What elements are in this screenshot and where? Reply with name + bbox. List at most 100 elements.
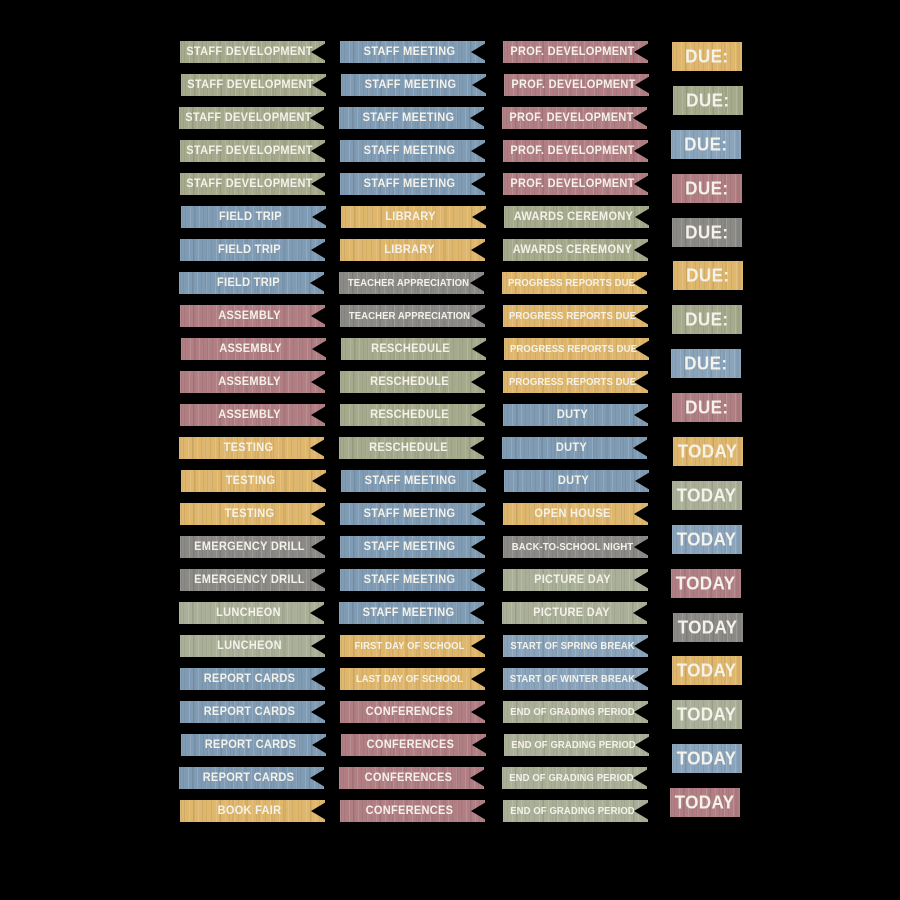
- sticker-flag: FIELD TRIP: [181, 206, 326, 228]
- sticker-flag: START OF WINTER BREAK: [503, 668, 648, 690]
- sticker-label: DUE:: [684, 352, 728, 374]
- sticker-flag: LIBRARY: [341, 206, 486, 228]
- sticker-label: AWARDS CEREMONY: [512, 243, 633, 257]
- sticker-tag: TODAY: [673, 437, 743, 467]
- sticker-flag: ASSEMBLY: [180, 305, 325, 327]
- sticker-flag: STAFF DEVELOPMENT: [180, 41, 325, 63]
- sticker-flag: PROF. DEVELOPMENT: [504, 74, 649, 96]
- sticker-label: END OF GRADING PERIOD: [510, 805, 635, 817]
- sticker-label: FIELD TRIP: [218, 243, 281, 257]
- sticker-tag: TODAY: [671, 568, 741, 598]
- sticker-label: RESCHEDULE: [370, 375, 449, 389]
- sticker-label: PROGRESS REPORTS DUE: [508, 376, 637, 388]
- sticker-label: STAFF MEETING: [363, 573, 456, 587]
- sticker-tag: TODAY: [670, 788, 740, 818]
- sticker-label: STAFF DEVELOPMENT: [186, 45, 313, 59]
- sticker-label: TODAY: [677, 484, 737, 506]
- sticker-label: RESCHEDULE: [371, 342, 450, 356]
- sticker-flag: RESCHEDULE: [340, 371, 485, 393]
- sticker-label: DUE:: [686, 89, 730, 111]
- sticker-label: PROF. DEVELOPMENT: [510, 144, 635, 158]
- sticker-column-1: STAFF DEVELOPMENT STAFF DEVELOPMENT STAFF …: [180, 41, 325, 822]
- sticker-label: STAFF DEVELOPMENT: [187, 78, 314, 92]
- sticker-column-2: STAFF MEETING STAFF MEETING STAFF MEETING S…: [340, 41, 485, 822]
- sticker-label: DUTY: [556, 408, 589, 422]
- sticker-flag: STAFF MEETING: [340, 503, 485, 525]
- sticker-flag: PROF. DEVELOPMENT: [503, 173, 648, 195]
- sticker-flag: OPEN HOUSE: [503, 503, 648, 525]
- sticker-label: PROGRESS REPORTS DUE: [508, 310, 637, 322]
- sticker-label: PICTURE DAY: [533, 606, 610, 620]
- sticker-label: TODAY: [678, 616, 738, 638]
- sticker-flag: STAFF MEETING: [340, 569, 485, 591]
- sticker-label: BACK-TO-SCHOOL NIGHT: [511, 541, 634, 553]
- sticker-label: ASSEMBLY: [218, 375, 281, 389]
- sticker-flag: PROGRESS REPORTS DUE: [503, 305, 648, 327]
- sticker-flag: AWARDS CEREMONY: [504, 206, 649, 228]
- sticker-label: STAFF MEETING: [364, 78, 457, 92]
- sticker-label: LUNCHEON: [216, 606, 281, 620]
- sticker-label: PROF. DEVELOPMENT: [509, 111, 634, 125]
- sticker-flag: LUNCHEON: [179, 602, 324, 624]
- sticker-flag: TESTING: [180, 503, 325, 525]
- sticker-label: ASSEMBLY: [218, 408, 281, 422]
- sticker-flag: END OF GRADING PERIOD: [502, 767, 647, 789]
- sticker-label: PROF. DEVELOPMENT: [510, 45, 635, 59]
- sticker-flag: EMERGENCY DRILL: [180, 536, 325, 558]
- sticker-flag: START OF SPRING BREAK: [503, 635, 648, 657]
- sticker-label: ASSEMBLY: [218, 309, 281, 323]
- sticker-flag: END OF GRADING PERIOD: [503, 800, 648, 822]
- sticker-flag: STAFF DEVELOPMENT: [180, 140, 325, 162]
- sticker-tag: TODAY: [672, 480, 742, 510]
- sticker-flag: FIRST DAY OF SCHOOL: [340, 635, 485, 657]
- sticker-tag: DUE:: [671, 349, 741, 379]
- sticker-tag: DUE:: [672, 393, 742, 423]
- sticker-flag: REPORT CARDS: [180, 668, 325, 690]
- sticker-flag: EMERGENCY DRILL: [180, 569, 325, 591]
- sticker-label: DUE:: [685, 45, 729, 67]
- sticker-flag: BACK-TO-SCHOOL NIGHT: [503, 536, 648, 558]
- sticker-tag: DUE:: [672, 217, 742, 247]
- sticker-flag: DUTY: [504, 470, 649, 492]
- sticker-label: TEACHER APPRECIATION: [348, 310, 471, 322]
- sticker-label: DUTY: [557, 474, 590, 488]
- sticker-flag: RESCHEDULE: [339, 437, 484, 459]
- sticker-flag: STAFF DEVELOPMENT: [181, 74, 326, 96]
- sticker-flag: PROGRESS REPORTS DUE: [504, 338, 649, 360]
- sticker-label: START OF WINTER BREAK: [509, 673, 636, 685]
- sticker-tag: TODAY: [673, 612, 743, 642]
- sticker-label: CONFERENCES: [365, 705, 454, 719]
- sticker-label: END OF GRADING PERIOD: [511, 739, 636, 751]
- sticker-flag: PROF. DEVELOPMENT: [503, 41, 648, 63]
- sticker-flag: ASSEMBLY: [180, 404, 325, 426]
- sticker-label: DUE:: [685, 308, 729, 330]
- sticker-label: TODAY: [677, 659, 737, 681]
- sticker-flag: DUTY: [502, 437, 647, 459]
- sticker-flag: TEACHER APPRECIATION: [340, 305, 485, 327]
- sticker-label: DUE:: [685, 221, 729, 243]
- sticker-label: DUE:: [686, 264, 730, 286]
- sticker-label: CONFERENCES: [366, 738, 455, 752]
- sticker-flag: STAFF MEETING: [341, 470, 486, 492]
- sticker-label: FIELD TRIP: [217, 276, 280, 290]
- sticker-label: PROGRESS REPORTS DUE: [507, 277, 636, 289]
- sticker-label: STAFF MEETING: [363, 177, 456, 191]
- sticker-flag: REPORT CARDS: [181, 734, 326, 756]
- sticker-column-4: DUE: DUE: DUE: DUE: DUE: DUE: DUE: DUE: DUE: TODA…: [670, 42, 743, 818]
- sticker-label: EMERGENCY DRILL: [194, 573, 305, 587]
- sticker-flag: LUNCHEON: [180, 635, 325, 657]
- sticker-label: TESTING: [225, 474, 276, 488]
- sticker-tag: DUE:: [671, 129, 741, 159]
- sticker-flag: REPORT CARDS: [179, 767, 324, 789]
- sticker-label: STAFF MEETING: [363, 507, 456, 521]
- sticker-flag: PROF. DEVELOPMENT: [503, 140, 648, 162]
- sticker-label: STAFF DEVELOPMENT: [186, 144, 313, 158]
- sticker-label: ASSEMBLY: [219, 342, 282, 356]
- sticker-label: CONFERENCES: [364, 771, 453, 785]
- sticker-label: LIBRARY: [384, 243, 435, 257]
- sticker-column-3: PROF. DEVELOPMENT PROF. DEVELOPMENT PROF. …: [503, 41, 648, 822]
- sticker-label: LAST DAY OF SCHOOL: [355, 673, 464, 685]
- sticker-label: REPORT CARDS: [204, 738, 297, 752]
- sticker-flag: CONFERENCES: [340, 800, 485, 822]
- sticker-label: OPEN HOUSE: [534, 507, 611, 521]
